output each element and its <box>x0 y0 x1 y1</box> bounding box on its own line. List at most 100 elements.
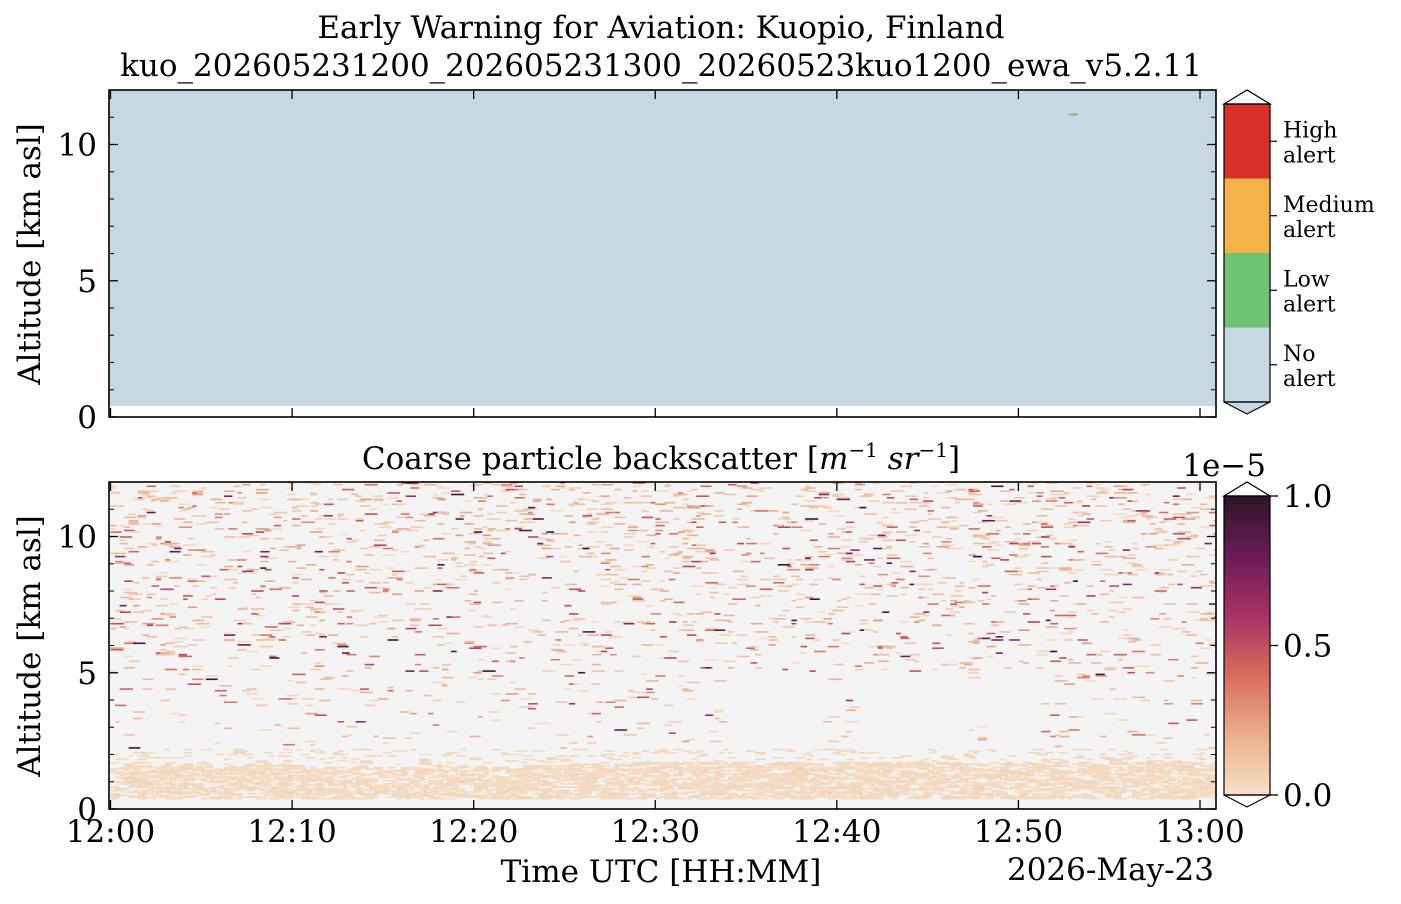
backscatter-cell <box>392 792 400 795</box>
backscatter-cell <box>777 564 791 566</box>
backscatter-cell <box>342 774 353 777</box>
backscatter-cell <box>923 497 929 499</box>
backscatter-cell <box>1122 485 1129 488</box>
backscatter-cell <box>600 650 607 653</box>
backscatter-cell <box>859 757 870 759</box>
backscatter-cell <box>441 492 451 494</box>
backscatter-cell <box>963 768 970 770</box>
backscatter-cell <box>941 544 955 546</box>
backscatter-cell <box>246 763 256 766</box>
backscatter-cell <box>791 796 797 798</box>
backscatter-cell <box>1122 557 1136 560</box>
backscatter-cell <box>1118 555 1127 558</box>
backscatter-cell <box>782 765 789 767</box>
backscatter-cell <box>196 768 205 770</box>
backscatter-cell <box>800 794 812 797</box>
backscatter-cell <box>900 586 909 589</box>
backscatter-cell <box>505 791 515 793</box>
backscatter-cell <box>187 644 198 646</box>
backscatter-cell <box>1045 498 1057 501</box>
backscatter-cell <box>1113 573 1120 576</box>
backscatter-cell <box>569 703 576 705</box>
backscatter-cell <box>618 577 629 579</box>
backscatter-cell <box>269 528 283 530</box>
backscatter-cell <box>337 770 344 772</box>
backscatter-cell <box>1136 479 1148 481</box>
backscatter-cell <box>786 559 794 561</box>
backscatter-cell <box>618 770 628 772</box>
backscatter-cell <box>500 753 513 756</box>
backscatter-cell <box>818 611 826 613</box>
backscatter-cell <box>274 479 280 481</box>
backscatter-cell <box>882 784 893 787</box>
backscatter-cell <box>396 783 406 785</box>
backscatter-cell <box>214 786 225 788</box>
backscatter-cell <box>623 501 634 504</box>
alert-colorbar-label-line2: alert <box>1283 367 1336 392</box>
backscatter-cell <box>796 779 805 782</box>
backscatter-cell <box>664 598 673 600</box>
backscatter-cell <box>564 604 572 607</box>
backscatter-cell <box>705 582 719 584</box>
backscatter-cell <box>1104 778 1114 780</box>
backscatter-cell <box>1086 595 1096 597</box>
backscatter-cell <box>1104 546 1113 548</box>
backscatter-cell <box>914 794 925 797</box>
backscatter-cell <box>228 770 237 772</box>
backscatter-cell <box>505 770 514 772</box>
backscatter-cell <box>1054 791 1061 793</box>
backscatter-cell <box>464 541 476 543</box>
backscatter-cell <box>805 487 816 489</box>
backscatter-cell <box>541 619 551 622</box>
backscatter-cell <box>841 642 850 645</box>
backscatter-cell <box>982 637 991 640</box>
backscatter-cell <box>364 586 377 589</box>
backscatter-cell <box>877 791 886 793</box>
backscatter-cell <box>578 555 590 558</box>
backscatter-cell <box>959 667 966 669</box>
backscatter-cell <box>882 524 894 527</box>
backscatter-cell <box>124 765 137 767</box>
backscatter-cell <box>773 774 780 777</box>
backscatter-cell <box>346 734 353 736</box>
backscatter-cell <box>496 784 508 787</box>
backscatter-cell <box>328 550 340 553</box>
backscatter-cell <box>732 521 738 524</box>
backscatter-cell <box>1100 757 1114 759</box>
backscatter-cell <box>841 531 847 533</box>
backscatter-cell <box>764 766 774 769</box>
backscatter-cell <box>174 774 187 777</box>
backscatter-cell <box>550 510 563 512</box>
backscatter-cell <box>460 792 470 795</box>
backscatter-cell <box>310 492 317 494</box>
backscatter-cell <box>628 797 635 800</box>
backscatter-cell <box>478 779 488 782</box>
backscatter-cell <box>1059 791 1065 793</box>
backscatter-cell <box>165 688 177 690</box>
backscatter-cell <box>836 750 850 752</box>
backscatter-cell <box>650 588 664 591</box>
backscatter-cell <box>124 562 131 564</box>
backscatter-cell <box>165 794 173 797</box>
backscatter-cell <box>945 774 955 777</box>
backscatter-cell <box>559 791 573 793</box>
backscatter-cell <box>845 526 856 528</box>
backscatter-cell <box>618 621 631 623</box>
backscatter-cell <box>1045 768 1058 770</box>
backscatter-cell <box>732 784 740 787</box>
backscatter-cell <box>119 768 126 770</box>
backscatter-cell <box>260 492 268 494</box>
backscatter-cell <box>146 765 154 767</box>
backscatter-cell <box>973 657 983 659</box>
backscatter-cell <box>541 485 551 488</box>
backscatter-cell <box>305 773 314 775</box>
backscatter-cell <box>764 794 773 797</box>
backscatter-cell <box>233 503 244 506</box>
backscatter-cell <box>505 528 511 530</box>
backscatter-cell <box>1113 770 1127 772</box>
backscatter-cell <box>968 640 980 643</box>
backscatter-cell <box>355 495 363 497</box>
backscatter-cell <box>1100 774 1106 777</box>
backscatter-cell <box>564 794 571 797</box>
backscatter-cell <box>714 515 725 517</box>
